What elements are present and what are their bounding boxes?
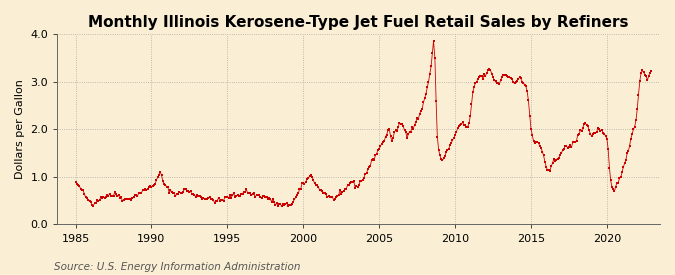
Y-axis label: Dollars per Gallon: Dollars per Gallon — [15, 79, 25, 179]
Text: Source: U.S. Energy Information Administration: Source: U.S. Energy Information Administ… — [54, 262, 300, 272]
Title: Monthly Illinois Kerosene-Type Jet Fuel Retail Sales by Refiners: Monthly Illinois Kerosene-Type Jet Fuel … — [88, 15, 629, 30]
